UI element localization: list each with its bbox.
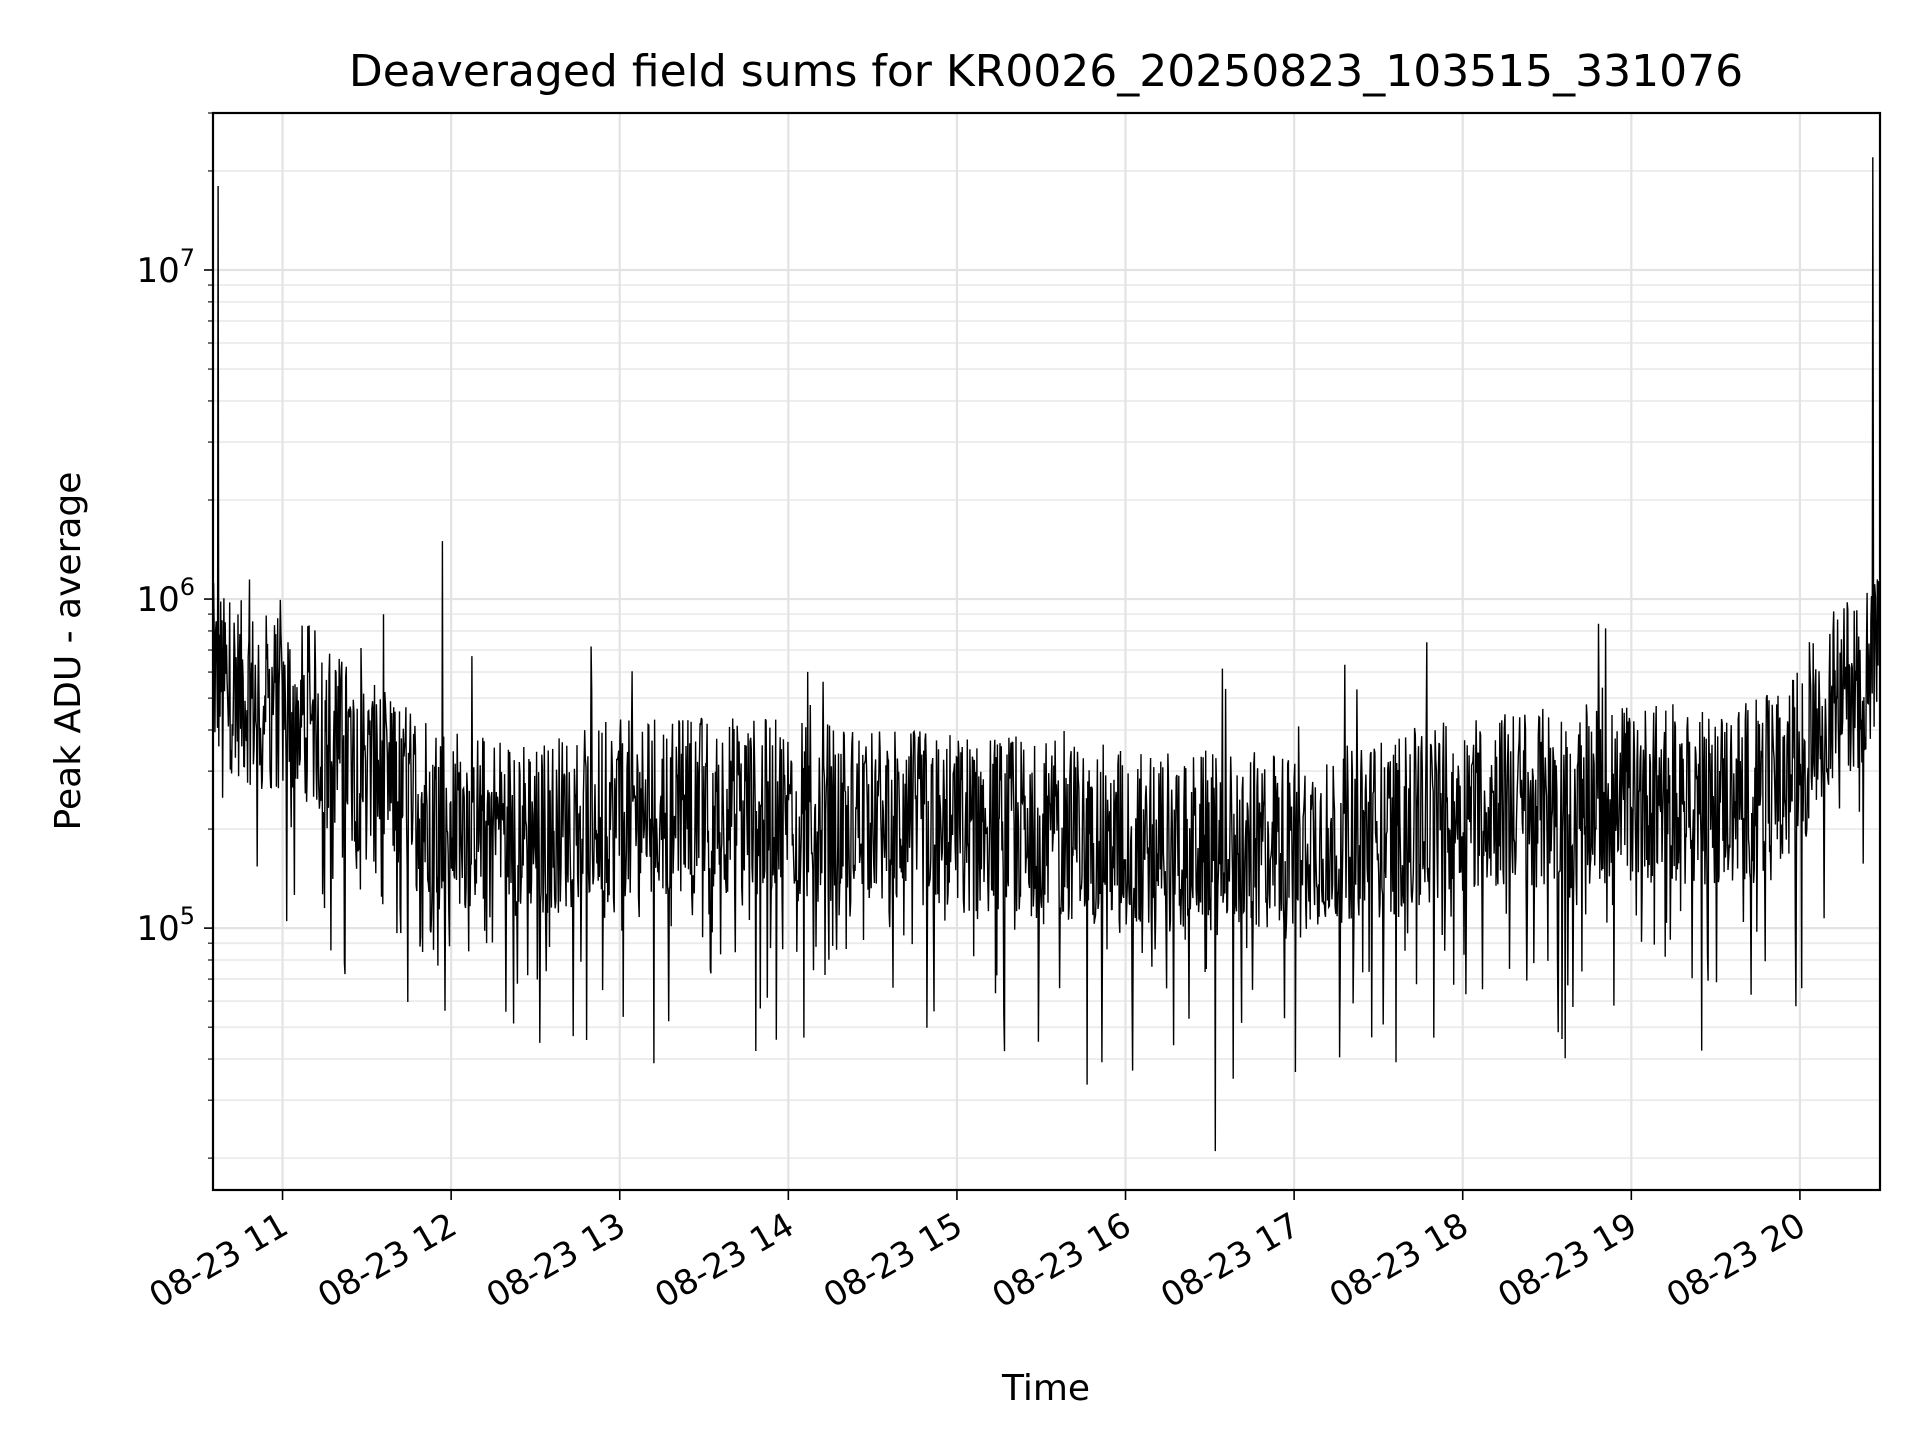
grid	[213, 112, 1880, 1190]
series-line	[212, 157, 1880, 1152]
x-axis-label: Time	[1001, 1368, 1090, 1409]
plot-frame	[211, 111, 1882, 1192]
x-tick-label: 08-23 18	[1323, 1205, 1475, 1316]
x-tick-label: 08-23 20	[1660, 1205, 1812, 1316]
x-tick-label: 08-23 16	[986, 1205, 1138, 1316]
y-axis-label: Peak ADU - average	[48, 472, 89, 831]
chart-title: Deaveraged field sums for KR0026_2025082…	[349, 46, 1743, 97]
x-tick-label: 08-23 12	[311, 1205, 463, 1316]
x-tick-label: 08-23 15	[817, 1205, 969, 1316]
y-tick-label: 105	[136, 902, 195, 949]
series-layer	[212, 157, 1880, 1152]
y-tick-label: 106	[136, 573, 195, 620]
y-tick-label: 107	[136, 244, 195, 291]
x-tick-label: 08-23 14	[648, 1205, 800, 1316]
x-tick-label: 08-23 17	[1154, 1205, 1306, 1316]
x-tick-label: 08-23 11	[143, 1205, 295, 1316]
x-tick-label: 08-23 13	[480, 1205, 632, 1316]
x-tick-label: 08-23 19	[1491, 1205, 1643, 1316]
